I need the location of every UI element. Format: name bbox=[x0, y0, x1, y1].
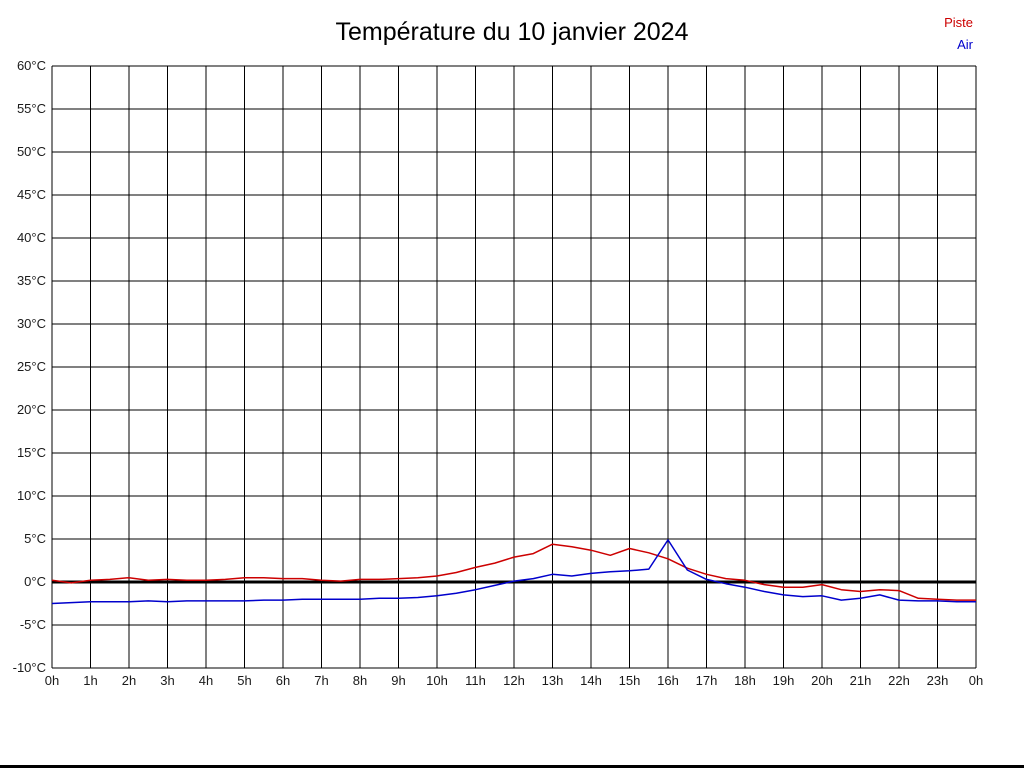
series-piste bbox=[51, 543, 976, 601]
y-tick-label: 50°C bbox=[17, 144, 46, 159]
series-air bbox=[51, 539, 976, 605]
x-tick-label: 23h bbox=[927, 673, 949, 688]
x-tick-label: 13h bbox=[542, 673, 564, 688]
legend-item-air: Air bbox=[957, 37, 973, 52]
y-tick-label: 15°C bbox=[17, 445, 46, 460]
y-tick-label: 30°C bbox=[17, 316, 46, 331]
y-tick-label: 45°C bbox=[17, 187, 46, 202]
x-tick-label: 10h bbox=[426, 673, 448, 688]
y-tick-label: -10°C bbox=[13, 660, 46, 675]
y-tick-label: 20°C bbox=[17, 402, 46, 417]
x-tick-label: 3h bbox=[160, 673, 174, 688]
bottom-divider bbox=[0, 765, 1024, 768]
x-tick-label: 22h bbox=[888, 673, 910, 688]
y-tick-label: 60°C bbox=[17, 58, 46, 73]
y-tick-label: 10°C bbox=[17, 488, 46, 503]
x-tick-label: 16h bbox=[657, 673, 679, 688]
x-tick-label: 11h bbox=[465, 673, 486, 688]
x-tick-label: 18h bbox=[734, 673, 756, 688]
x-tick-label: 7h bbox=[314, 673, 328, 688]
x-tick-label: 6h bbox=[276, 673, 290, 688]
x-tick-label: 8h bbox=[353, 673, 367, 688]
y-tick-label: 55°C bbox=[17, 101, 46, 116]
x-tick-label: 15h bbox=[619, 673, 641, 688]
y-tick-label: 25°C bbox=[17, 359, 46, 374]
x-tick-label: 21h bbox=[850, 673, 872, 688]
legend-item-piste: Piste bbox=[944, 15, 973, 30]
y-tick-label: 5°C bbox=[24, 531, 46, 546]
y-tick-label: 40°C bbox=[17, 230, 46, 245]
x-tick-label: 0h bbox=[969, 673, 983, 688]
x-tick-label: 14h bbox=[580, 673, 602, 688]
x-tick-label: 20h bbox=[811, 673, 833, 688]
x-tick-label: 9h bbox=[391, 673, 405, 688]
x-tick-label: 4h bbox=[199, 673, 213, 688]
x-tick-label: 17h bbox=[696, 673, 718, 688]
x-tick-label: 0h bbox=[45, 673, 59, 688]
chart-title: Température du 10 janvier 2024 bbox=[335, 18, 689, 46]
x-tick-label: 2h bbox=[122, 673, 136, 688]
x-tick-label: 1h bbox=[83, 673, 97, 688]
x-tick-label: 19h bbox=[773, 673, 795, 688]
x-tick-label: 12h bbox=[503, 673, 525, 688]
x-tick-label: 5h bbox=[237, 673, 251, 688]
y-tick-label: 35°C bbox=[17, 273, 46, 288]
y-tick-label: 0°C bbox=[24, 574, 46, 589]
legend: Piste Air bbox=[944, 12, 973, 56]
y-tick-label: -5°C bbox=[20, 617, 46, 632]
